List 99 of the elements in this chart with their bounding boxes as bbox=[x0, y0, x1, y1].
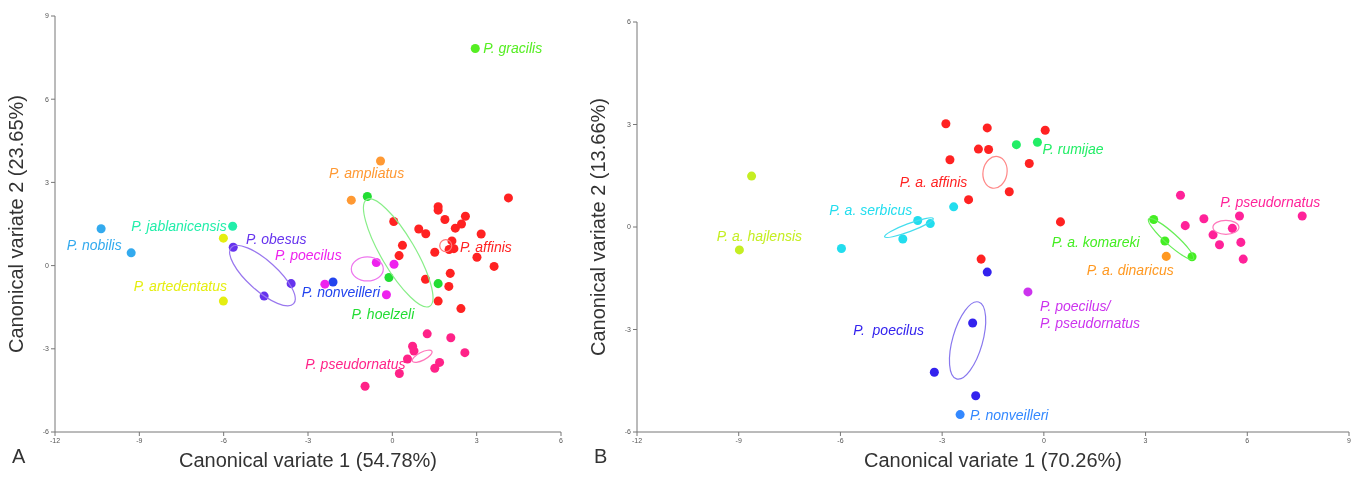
point bbox=[1175, 190, 1186, 200]
point bbox=[1199, 214, 1209, 224]
series-label: P. a. serbicus bbox=[829, 201, 913, 218]
point bbox=[362, 192, 372, 202]
point bbox=[982, 267, 992, 277]
series-label: P. gracilis bbox=[483, 40, 543, 57]
point bbox=[982, 123, 992, 133]
point bbox=[964, 195, 974, 205]
point bbox=[460, 348, 470, 358]
point bbox=[1236, 237, 1246, 247]
series-label: P. nobilis bbox=[66, 236, 122, 253]
series-label: P. nonveilleri bbox=[970, 406, 1050, 423]
point bbox=[747, 171, 757, 181]
series-label: P. a. komareki bbox=[1051, 234, 1141, 251]
text: A bbox=[12, 445, 26, 468]
point bbox=[430, 247, 440, 257]
point bbox=[446, 333, 456, 343]
point bbox=[420, 274, 431, 284]
point bbox=[472, 252, 482, 262]
point bbox=[445, 268, 455, 278]
point bbox=[218, 296, 228, 306]
point bbox=[433, 296, 443, 306]
series-label: P. ampliatus bbox=[328, 165, 405, 182]
point bbox=[1011, 140, 1021, 150]
point bbox=[1180, 221, 1190, 231]
point bbox=[96, 224, 106, 234]
point bbox=[968, 318, 978, 328]
series-label: P. affinis bbox=[459, 238, 512, 255]
point bbox=[430, 363, 440, 373]
point bbox=[955, 410, 965, 420]
point bbox=[1214, 240, 1224, 250]
series-label: P. jablanicensis bbox=[131, 218, 227, 235]
point bbox=[389, 259, 399, 269]
point bbox=[414, 224, 424, 234]
series-label: P. a. dinaricus bbox=[1086, 262, 1174, 279]
point bbox=[503, 193, 513, 203]
series-label: P. obesus bbox=[245, 231, 307, 248]
point bbox=[971, 391, 981, 401]
point bbox=[433, 279, 443, 289]
point bbox=[489, 261, 499, 271]
point bbox=[949, 202, 959, 212]
point bbox=[941, 119, 951, 129]
point bbox=[476, 229, 486, 239]
point bbox=[444, 281, 454, 291]
point bbox=[228, 221, 238, 231]
point bbox=[1032, 137, 1042, 147]
point bbox=[421, 229, 431, 239]
point bbox=[397, 240, 407, 250]
point bbox=[1297, 211, 1307, 221]
series-label: P. pseudornatus bbox=[1220, 194, 1321, 211]
text: P. poecilus bbox=[853, 322, 924, 339]
point bbox=[435, 357, 445, 367]
x-axis-title: Canonical variate 1 (70.26%) bbox=[864, 449, 1122, 471]
point bbox=[1004, 187, 1014, 197]
point bbox=[984, 144, 994, 154]
y-axis-title: Canonical variate 2 (13.66%) bbox=[587, 98, 610, 356]
point bbox=[394, 251, 404, 261]
point bbox=[734, 245, 744, 255]
point bbox=[1238, 254, 1248, 264]
series-label: P. poecilus bbox=[274, 246, 342, 263]
series-label: P. a. affinis bbox=[899, 173, 968, 190]
point bbox=[450, 223, 460, 233]
series-label: P. pseudornatus bbox=[305, 356, 406, 373]
series-label: P. artedentatus bbox=[133, 278, 227, 295]
series-label: P. a. hajlensis bbox=[716, 227, 803, 244]
point bbox=[1024, 158, 1034, 168]
point bbox=[422, 329, 432, 339]
point bbox=[376, 156, 386, 166]
point bbox=[929, 367, 939, 377]
point bbox=[381, 290, 391, 300]
series-label: P. nonveilleri bbox=[301, 283, 382, 300]
point bbox=[1227, 223, 1237, 233]
x-axis-title: Canonical variate 1 (54.78%) bbox=[179, 449, 437, 471]
point bbox=[384, 273, 394, 283]
point bbox=[1040, 125, 1050, 135]
point bbox=[1234, 211, 1244, 221]
series-label: P. poecilus/ P. pseudornatus bbox=[1039, 297, 1141, 331]
point bbox=[1055, 217, 1065, 227]
point bbox=[470, 43, 480, 53]
point bbox=[456, 304, 466, 314]
series-label: P. rumijae bbox=[1042, 141, 1104, 158]
point bbox=[898, 234, 908, 244]
point bbox=[218, 233, 228, 243]
point bbox=[1161, 251, 1171, 261]
point bbox=[1023, 287, 1033, 297]
point bbox=[460, 211, 470, 221]
point bbox=[360, 381, 370, 391]
point bbox=[328, 277, 338, 287]
series-label: P. hoelzeli bbox=[351, 305, 416, 322]
point bbox=[440, 215, 450, 225]
point bbox=[976, 254, 986, 264]
text: B bbox=[594, 445, 608, 468]
point bbox=[409, 346, 419, 356]
point bbox=[126, 248, 136, 258]
point bbox=[973, 144, 983, 154]
y-axis-title: Canonical variate 2 (23.65%) bbox=[5, 95, 28, 353]
point bbox=[945, 155, 955, 165]
point bbox=[836, 244, 846, 254]
point bbox=[346, 195, 356, 205]
